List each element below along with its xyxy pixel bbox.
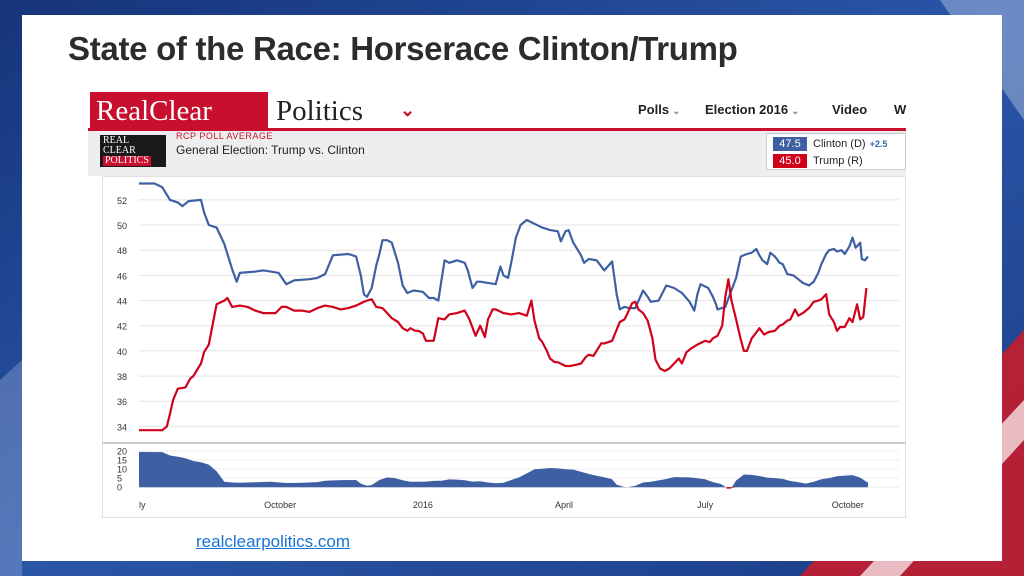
poll-kicker: RCP POLL AVERAGE [176, 131, 273, 141]
y-tick-label: 46 [117, 271, 127, 281]
mini-logo: REAL CLEAR POLITICS [100, 135, 166, 167]
slide-title: State of the Race: Horserace Clinton/Tru… [68, 30, 738, 67]
chart-legend: 47.5 Clinton (D) +2.5 45.0 Trump (R) [766, 133, 906, 170]
spread-y-tick-label: 5 [117, 474, 122, 484]
legend-clinton[interactable]: 47.5 Clinton (D) +2.5 [773, 137, 887, 153]
y-tick-label: 44 [117, 297, 127, 307]
nav-more-label: W [894, 102, 906, 117]
chart-area: 52 50 48 46 44 42 40 38 36 34 20 15 10 5 0 ly October 201… [102, 176, 906, 518]
nav-video[interactable]: Video [832, 102, 867, 117]
chevron-down-icon: ⌄ [672, 106, 681, 117]
series-line-trump [139, 278, 868, 432]
nav-election-label: Election 2016 [705, 102, 789, 117]
x-tick-label: ly [139, 500, 146, 510]
poll-title: General Election: Trump vs. Clinton [176, 143, 365, 157]
mini-logo-line2: CLEAR [103, 145, 136, 156]
legend-trump[interactable]: 45.0 Trump (R) [773, 154, 863, 170]
legend-clinton-value: 47.5 [773, 137, 807, 151]
mini-logo-line1: REAL [103, 135, 130, 146]
legend-trump-name: Trump (R) [813, 155, 863, 167]
legend-clinton-name: Clinton (D) [813, 138, 866, 150]
y-tick-label: 50 [117, 221, 127, 231]
series-line-clinton [139, 182, 869, 312]
legend-trump-value: 45.0 [773, 154, 807, 168]
nav-more[interactable]: W [894, 102, 906, 117]
y-tick-label: 52 [117, 196, 127, 206]
spread-y-tick-label: 15 [117, 456, 127, 466]
x-tick-label: July [697, 500, 714, 510]
chevron-down-icon: ⌄ [791, 106, 800, 117]
logo-realclear[interactable]: RealClear [90, 92, 268, 130]
y-tick-label: 34 [117, 422, 127, 432]
spread-y-tick-label: 20 [117, 447, 127, 457]
logo-politics[interactable]: Politics [276, 95, 364, 127]
spread-area [139, 451, 868, 489]
x-tick-label: October [264, 500, 296, 510]
spread-negative-mark [729, 487, 735, 488]
nav-polls[interactable]: Polls ⌄ [638, 102, 680, 117]
y-tick-label: 42 [117, 322, 127, 332]
spread-y-tick-label: 0 [117, 483, 122, 493]
chevron-down-icon[interactable]: ⌄ [400, 100, 416, 120]
y-tick-label: 38 [117, 372, 127, 382]
y-tick-label: 40 [117, 347, 127, 357]
y-tick-label: 48 [117, 246, 127, 256]
x-tick-label: 2016 [413, 500, 433, 510]
rcp-header: RealClear Politics ⌄ Polls ⌄ Election 201… [88, 78, 906, 131]
nav-video-label: Video [832, 102, 868, 117]
x-tick-label: October [832, 500, 864, 510]
spread-negative-mark [726, 487, 732, 489]
x-tick-label: April [555, 500, 573, 510]
legend-clinton-change: +2.5 [869, 139, 888, 149]
mini-logo-line3: POLITICS [103, 155, 151, 166]
source-link[interactable]: realclearpolitics.com [196, 532, 350, 551]
nav-polls-label: Polls [638, 102, 670, 117]
spread-y-tick-label: 10 [117, 465, 127, 475]
nav-election-2016[interactable]: Election 2016 ⌄ [705, 102, 800, 117]
y-tick-label: 36 [117, 397, 127, 407]
rcp-screenshot: RealClear Politics ⌄ Polls ⌄ Election 201… [88, 78, 906, 518]
